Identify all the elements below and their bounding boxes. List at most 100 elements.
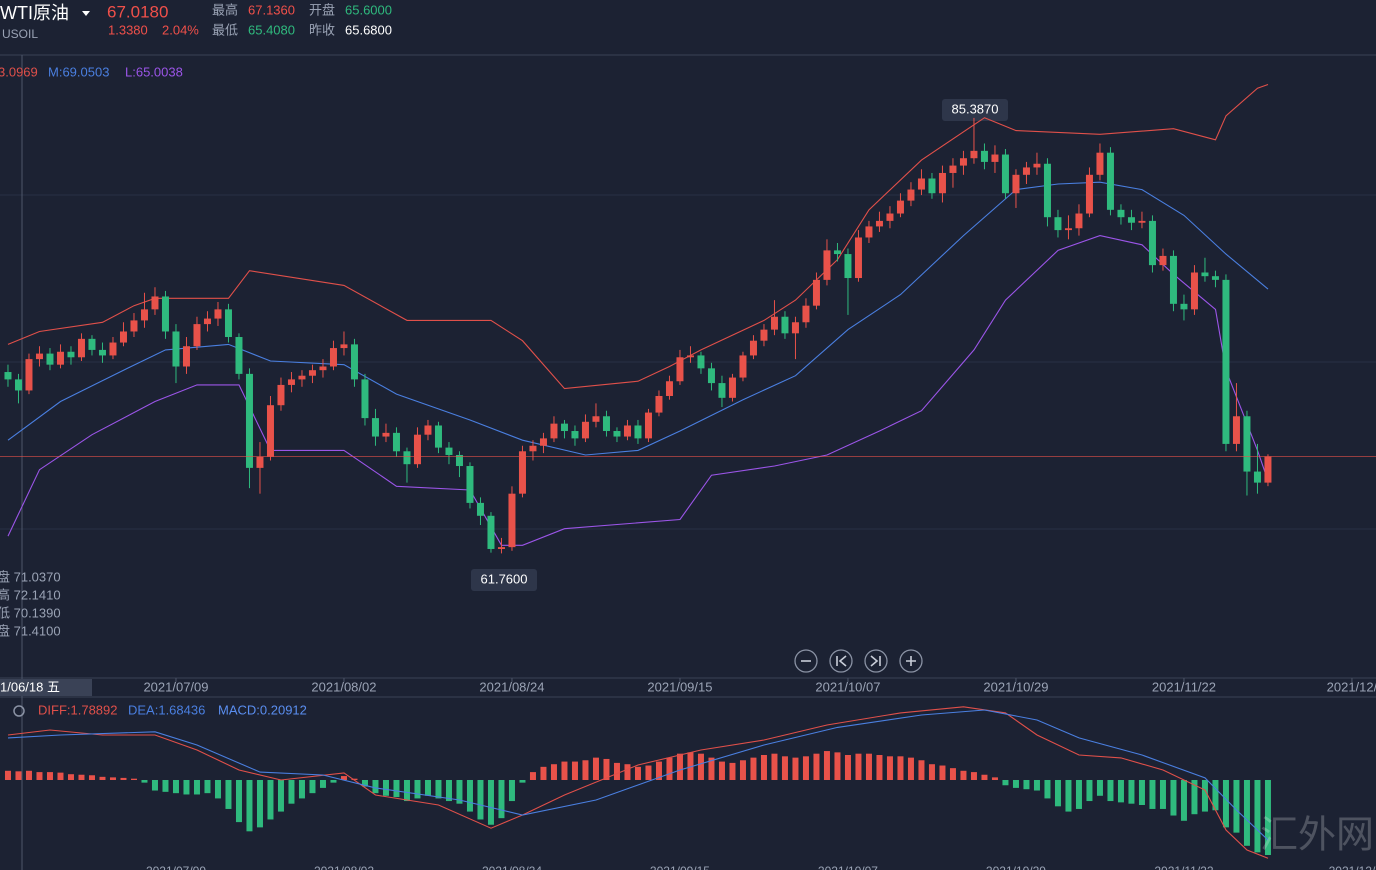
zoom-out-button[interactable] [794, 649, 818, 673]
candle-body [791, 322, 799, 334]
macd-bar [718, 761, 725, 780]
macd-bar [991, 777, 998, 780]
macd-bar [592, 757, 599, 780]
macd-bar [508, 780, 515, 802]
candle-body [928, 178, 936, 194]
candle-body [1159, 255, 1167, 266]
legend-item: DEA:1.68436 [128, 702, 205, 717]
macd-bar [214, 780, 221, 799]
legend-item: M:69.0503 [48, 64, 109, 79]
zoom-in-button[interactable] [899, 649, 923, 673]
candle-body [67, 351, 75, 358]
macd-bar [1159, 780, 1166, 809]
candle-body [56, 351, 64, 365]
last-button[interactable] [864, 649, 888, 673]
macd-bar [183, 780, 190, 795]
candle-body [686, 355, 694, 358]
candle-body [1085, 174, 1093, 214]
macd-bar [466, 780, 473, 812]
macd-bar [802, 756, 809, 780]
macd-bar [351, 778, 358, 780]
candle-body [613, 431, 621, 437]
macd-bar [771, 753, 778, 780]
change-pct: 2.04% [162, 22, 199, 37]
macd-bar [172, 780, 179, 794]
code: USOIL [2, 27, 38, 41]
macd-bar [1191, 780, 1198, 815]
macd-bar [235, 780, 242, 823]
first-button[interactable] [829, 649, 853, 673]
macd-bar [561, 761, 568, 780]
ohlc-label: 高 72.1410 [0, 587, 61, 602]
candle-body [403, 451, 411, 465]
candle-body [1033, 163, 1041, 168]
candle-body [25, 359, 33, 391]
x-tick-label: 2021/08/24 [482, 864, 542, 870]
macd-line [7, 706, 1269, 859]
macd-bar [529, 772, 536, 780]
macd-bar [36, 772, 43, 780]
macd-bar [1243, 780, 1250, 846]
macd-bar [813, 753, 820, 780]
candle-body [581, 421, 589, 439]
candle-body [812, 279, 820, 306]
macd-bar [151, 780, 158, 791]
candle-body [1075, 213, 1083, 229]
macd-bar [697, 753, 704, 780]
candle-body [1180, 303, 1188, 310]
x-tick-label: 2021/09/15 [650, 864, 710, 870]
candle-body [1043, 163, 1051, 218]
macd-bar [204, 780, 211, 794]
macd-bar [1201, 780, 1208, 812]
candle-body [833, 250, 841, 255]
candle-body [329, 348, 337, 367]
crosshair-date-box [0, 679, 92, 696]
macd-bar [750, 757, 757, 780]
x-tick-label: 2021/07/09 [143, 679, 208, 694]
candle-body [980, 150, 988, 162]
candle-body [340, 344, 348, 349]
macd-bar [1002, 780, 1009, 786]
macd-bar [1012, 780, 1019, 788]
macd-bar [498, 780, 505, 819]
settings-icon[interactable] [13, 705, 25, 717]
macd-bar [1138, 780, 1145, 805]
ohlc-label: 盘 71.4100 [0, 623, 61, 638]
macd-bar [1170, 780, 1177, 816]
candle-body [151, 296, 159, 310]
candle-body [466, 466, 474, 503]
macd-bar [340, 776, 347, 780]
macd-bar [445, 780, 452, 802]
macd-bar [1117, 780, 1124, 803]
candle-body [1117, 209, 1125, 218]
macd-bar [15, 771, 22, 780]
macd-bar [540, 766, 547, 780]
macd-bar [687, 752, 694, 780]
macd-bar [760, 755, 767, 780]
macd-bar [1264, 780, 1271, 855]
label: 最高 [212, 2, 238, 17]
annotation-box [942, 99, 1008, 121]
candle-body [1064, 228, 1072, 231]
change: 1.3380 [108, 22, 148, 37]
macd-bar [603, 758, 610, 780]
x-tick-label: 2021/10/29 [986, 864, 1046, 870]
candle-body [770, 316, 778, 330]
macd-bar [1065, 780, 1072, 812]
candle-body [497, 547, 505, 549]
macd-bar [739, 760, 746, 780]
macd-bar [1096, 780, 1103, 796]
candle-body [224, 309, 232, 338]
dropdown-caret[interactable] [82, 11, 90, 16]
macd-line [7, 709, 1269, 841]
symbol: WTI原油 [0, 3, 69, 23]
candle-body [823, 250, 831, 280]
candle-body [571, 431, 579, 439]
macd-bar [88, 775, 95, 780]
open: 65.6000 [345, 2, 392, 17]
macd-bar [876, 755, 883, 780]
candle-body [413, 434, 421, 465]
macd-bar [571, 761, 578, 780]
legend-item: L:65.0038 [125, 64, 183, 79]
candle-body [193, 324, 201, 347]
